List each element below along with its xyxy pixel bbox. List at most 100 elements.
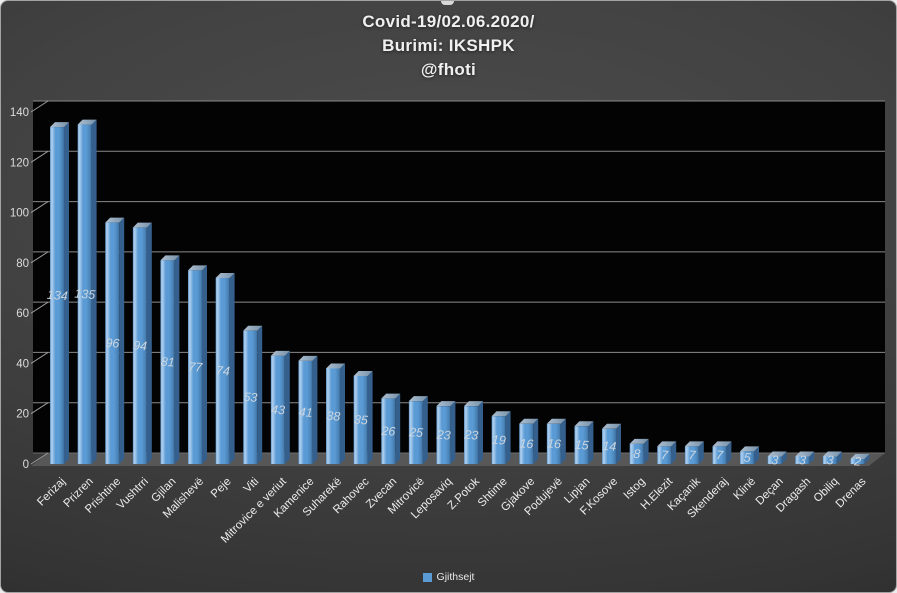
bar-side-face (505, 411, 511, 464)
bar-side-face (312, 355, 318, 464)
bar-value-label: 23 (463, 428, 479, 443)
bar-side-face (671, 441, 677, 464)
bar-value-label: 3 (799, 453, 807, 467)
bar-group: 7 (684, 441, 704, 464)
bar (574, 426, 589, 464)
bar-value-label: 43 (271, 402, 286, 417)
bar-value-label: 26 (380, 424, 396, 439)
y-axis-label: 120 (10, 157, 29, 169)
bar-side-face (257, 325, 263, 464)
y-axis-tick (30, 100, 49, 113)
legend-swatch-icon (422, 572, 432, 582)
bar-value-label: 74 (215, 364, 230, 379)
bar-top-face (491, 411, 511, 417)
bar-value-label: 94 (133, 338, 148, 353)
bar-value-label: 25 (408, 425, 424, 440)
bar-side-face (174, 255, 180, 464)
bar (408, 401, 423, 464)
y-axis-tick (30, 150, 49, 163)
bar-group: 5 (740, 446, 759, 465)
bar-side-face (340, 363, 345, 464)
bar-value-label: 5 (743, 450, 751, 464)
bar-group: 23 (435, 401, 456, 464)
bar-top-face (574, 421, 594, 427)
bar-top-face (105, 217, 125, 223)
bar-side-face (616, 423, 621, 464)
legend-series-label: Gjithsejt (436, 571, 475, 583)
bar-value-label: 38 (326, 409, 341, 424)
bar-group: 94 (132, 222, 152, 464)
bar (546, 423, 561, 464)
bar-top-face (795, 451, 815, 457)
bar-side-face (836, 451, 842, 464)
bar-value-label: 41 (298, 405, 313, 420)
bar-top-face (546, 418, 566, 424)
y-axis-tick (30, 251, 49, 264)
bar-value-label: 81 (160, 355, 175, 370)
bar-side-face (450, 401, 456, 464)
bar-top-face (50, 122, 69, 128)
bar-group: 135 (74, 119, 97, 465)
bar-group: 14 (602, 423, 621, 464)
bar-group: 77 (188, 265, 207, 464)
bar-group: 2 (850, 453, 870, 469)
bar-top-face (132, 222, 152, 228)
bar-side-face (422, 396, 428, 464)
y-axis-label: 60 (16, 308, 29, 320)
bar-side-face (202, 265, 207, 464)
bar (160, 260, 175, 464)
bar-top-face (436, 401, 456, 407)
bar (270, 355, 285, 464)
bar-value-label: 2 (853, 454, 862, 469)
y-axis-tick (30, 352, 49, 364)
bar-side-face (229, 272, 235, 464)
bar-value-label: 15 (574, 438, 589, 453)
bar (464, 406, 478, 464)
bar-top-face (767, 451, 787, 457)
bar-group: 8 (629, 438, 649, 464)
bar-group: 43 (270, 350, 290, 464)
y-axis-tick (30, 201, 49, 213)
bar (657, 446, 672, 464)
y-axis-tick (30, 402, 49, 415)
bar-value-label: 7 (688, 448, 697, 463)
y-axis-label: 100 (10, 208, 29, 220)
bar-group: 23 (463, 401, 483, 464)
bar-side-face (809, 451, 815, 464)
bar-group: 16 (546, 418, 566, 464)
bar-value-label: 16 (547, 436, 562, 451)
bar (50, 127, 64, 464)
bar (105, 222, 120, 464)
bar-top-face (188, 265, 207, 271)
bar-top-face (712, 441, 732, 447)
bar (850, 458, 865, 464)
bar-group: 16 (519, 418, 539, 464)
bar-top-face (326, 363, 345, 369)
y-axis-tick (30, 452, 49, 465)
bar-group: 134 (46, 122, 69, 464)
bar-side-face (754, 446, 759, 464)
bar-value-label: 14 (602, 439, 617, 454)
y-axis: 0 20 40 60 80 100 120 140 (10, 100, 49, 471)
bar-value-label: 7 (716, 448, 725, 463)
legend: Gjithsejt (1, 571, 896, 583)
bar-top-face (243, 325, 263, 331)
bar-top-face (822, 451, 842, 457)
bar-side-face (91, 119, 97, 465)
bar (740, 451, 754, 464)
bar-value-label: 3 (771, 453, 779, 467)
bar (215, 277, 230, 464)
bar-side-face (533, 418, 539, 464)
bar-value-label: 19 (491, 433, 506, 448)
bar-side-face (284, 350, 290, 464)
x-axis: FerizajPrizrenPrishtineVushtrriGjilanMal… (35, 475, 868, 546)
bar-group: 7 (712, 441, 732, 464)
bar-group: 3 (795, 451, 815, 467)
chart-title-line3: @fhoti (420, 60, 477, 79)
bar-value-label: 134 (46, 288, 68, 303)
bar-top-face (850, 453, 870, 459)
bar (519, 423, 534, 464)
x-axis-label: Drenas (834, 475, 869, 510)
